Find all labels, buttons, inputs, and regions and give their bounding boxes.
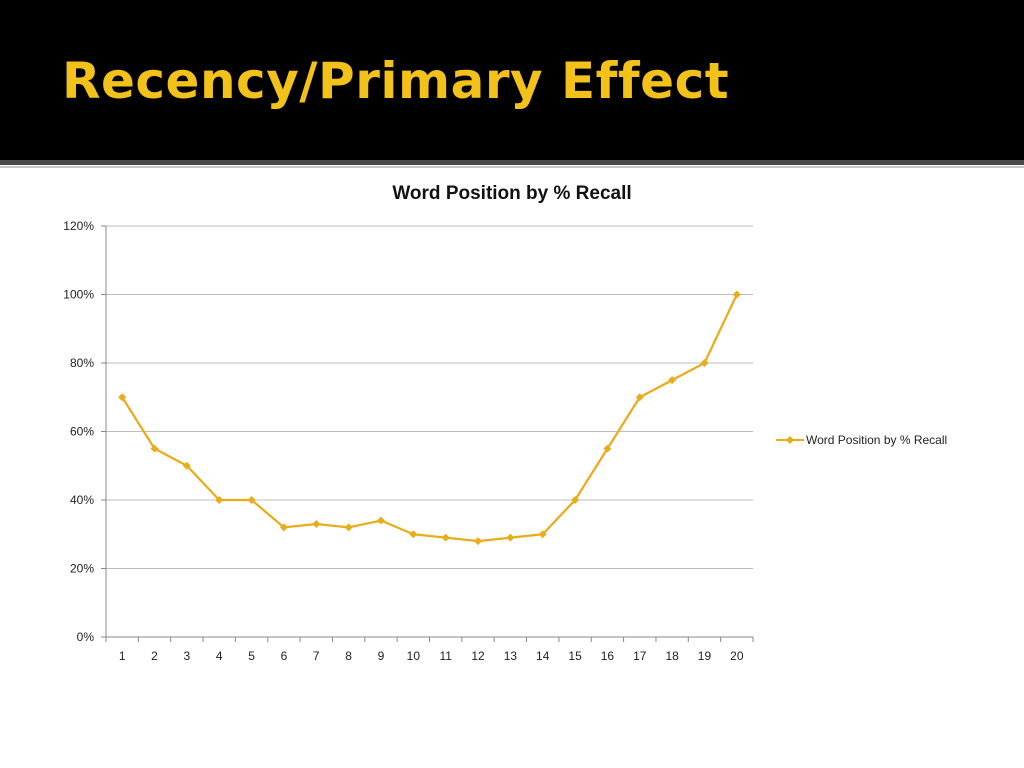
x-tick-label: 13 [504, 649, 518, 663]
x-tick-label: 15 [568, 649, 582, 663]
y-tick-label: 0% [77, 630, 95, 644]
header-divider [0, 160, 1024, 165]
x-tick-label: 3 [184, 649, 191, 663]
data-point [247, 496, 256, 504]
slide-header: Recency/Primary Effect [0, 0, 1024, 160]
legend-label: Word Position by % Recall [806, 433, 947, 447]
x-tick-label: 17 [633, 649, 647, 663]
x-tick-label: 18 [665, 649, 679, 663]
x-tick-label: 6 [281, 649, 288, 663]
y-tick-label: 40% [70, 493, 94, 507]
legend-marker [786, 436, 794, 444]
y-tick-label: 100% [63, 288, 94, 302]
x-tick-label: 9 [378, 649, 385, 663]
data-point [474, 537, 483, 546]
x-tick-label: 12 [471, 649, 485, 663]
data-point [150, 444, 159, 453]
x-tick-label: 11 [439, 649, 452, 663]
x-axis-ticks: 1 2 3 4 5 6 7 8 9 10 11 12 13 14 15 16 17 18 19 20 [105, 637, 754, 663]
data-point [700, 359, 709, 367]
y-tick-label: 60% [70, 425, 94, 439]
data-point [312, 519, 321, 528]
data-point [215, 496, 224, 504]
x-tick-label: 10 [407, 649, 421, 663]
header-divider-light [0, 166, 1024, 168]
data-point [635, 393, 644, 402]
data-point [732, 290, 741, 299]
y-tick-label: 120% [63, 219, 94, 233]
data-point [571, 496, 580, 504]
x-tick-label: 20 [730, 649, 744, 663]
chart-series [118, 290, 741, 546]
x-tick-label: 1 [119, 649, 126, 663]
data-point [118, 393, 127, 402]
x-tick-label: 16 [601, 649, 615, 663]
y-tick-label: 20% [70, 562, 94, 576]
data-point [409, 530, 418, 539]
chart-gridlines [106, 225, 753, 569]
x-tick-label: 2 [151, 649, 158, 663]
data-point [344, 523, 353, 532]
data-point [506, 533, 515, 542]
series-line [121, 294, 738, 543]
data-point [668, 376, 677, 385]
y-axis-ticks: 0% 20% 40% 60% 80% 100% 120% [63, 219, 106, 644]
data-point [441, 533, 450, 542]
slide-title: Recency/Primary Effect [62, 52, 730, 110]
x-tick-label: 7 [313, 649, 320, 663]
y-tick-label: 80% [70, 356, 94, 370]
x-tick-label: 19 [698, 649, 712, 663]
chart-legend: Word Position by % Recall [776, 433, 947, 447]
x-tick-label: 5 [248, 649, 255, 663]
x-tick-label: 4 [216, 649, 223, 663]
chart-title: Word Position by % Recall [392, 183, 631, 204]
x-tick-label: 8 [345, 649, 352, 663]
data-point [182, 461, 191, 470]
data-point [603, 444, 612, 453]
x-tick-label: 14 [536, 649, 550, 663]
data-point [376, 516, 385, 525]
data-point [538, 530, 547, 539]
data-point [279, 523, 288, 532]
